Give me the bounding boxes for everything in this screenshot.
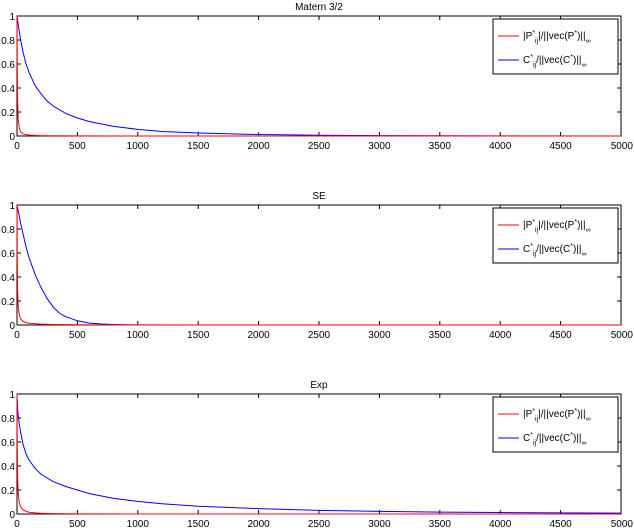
x-tick-label: 500	[69, 141, 86, 152]
x-tick-label: 0	[14, 141, 20, 152]
x-tick-label: 4000	[489, 141, 512, 152]
x-tick-label: 2500	[308, 330, 331, 341]
chart-panel: SE 0 500 1000 1500 2000 2500 3000 3500 4000 4500 50…	[1, 191, 633, 341]
x-tick-label: 3000	[368, 519, 391, 528]
y-tick-label: 0.6	[1, 60, 15, 71]
y-tick-label: 0.2	[1, 486, 15, 497]
legend-label: C*ij/||vec(C*)||∞	[523, 54, 587, 69]
y-tick-label: 0.8	[1, 414, 15, 425]
chart-panel: Matern 3/2 0 500 1000 1500 2000 2500 3000 3500 40…	[1, 2, 633, 152]
legend-label: C*ij/||vec(C*)||∞	[523, 243, 587, 258]
x-tick-label: 0	[14, 519, 20, 528]
x-tick-label: 5000	[611, 330, 634, 341]
x-tick-label: 2500	[308, 519, 331, 528]
x-tick-label: 500	[69, 330, 86, 341]
legend-box	[492, 207, 619, 264]
x-tick-label: 0	[14, 330, 20, 341]
y-tick-label: 0.8	[1, 225, 15, 236]
x-tick-label: 2000	[247, 141, 270, 152]
legend-box	[492, 396, 619, 453]
y-tick-label: 0.2	[1, 297, 15, 308]
chart-title: SE	[312, 191, 326, 202]
legend-label: C*ij/||vec(C*)||∞	[523, 432, 587, 447]
x-tick-label: 2000	[247, 330, 270, 341]
y-tick-label: 0.4	[1, 84, 15, 95]
x-tick-label: 4000	[489, 519, 512, 528]
x-tick-label: 5000	[611, 519, 634, 528]
x-tick-label: 2500	[308, 141, 331, 152]
y-tick-label: 0	[9, 132, 15, 143]
chart-title: Matern 3/2	[295, 2, 343, 13]
chart-panel: Exp 0 500 1000 1500 2000 2500 3000 3500 4000 4500 5…	[1, 380, 633, 528]
x-tick-label: 4500	[549, 141, 572, 152]
y-tick-label: 0	[9, 510, 15, 521]
series-line	[16, 15, 622, 137]
series-line	[16, 393, 622, 514]
y-tick-label: 0	[9, 321, 15, 332]
x-tick-label: 1000	[127, 519, 150, 528]
x-tick-label: 3500	[429, 330, 452, 341]
x-tick-label: 3000	[368, 141, 391, 152]
series-line	[16, 15, 621, 137]
x-tick-label: 3500	[429, 519, 452, 528]
x-tick-label: 500	[69, 519, 86, 528]
x-tick-label: 1500	[187, 330, 210, 341]
y-tick-label: 1	[9, 201, 15, 212]
x-tick-label: 3000	[368, 330, 391, 341]
x-tick-label: 1000	[127, 330, 150, 341]
x-tick-label: 4500	[549, 519, 572, 528]
series-line	[16, 204, 621, 326]
legend-box	[492, 18, 619, 75]
legend-label: |P*ij|/||vec(P*)||∞	[523, 219, 591, 234]
x-tick-label: 1000	[127, 141, 150, 152]
y-tick-label: 0.6	[1, 249, 15, 260]
x-tick-label: 1500	[187, 141, 210, 152]
series-line	[16, 393, 621, 515]
x-tick-label: 5000	[611, 141, 634, 152]
legend-label: |P*ij|/||vec(P*)||∞	[523, 30, 591, 45]
chart-title: Exp	[310, 380, 328, 391]
y-tick-label: 0.2	[1, 108, 15, 119]
y-tick-label: 1	[9, 390, 15, 401]
y-tick-label: 0.4	[1, 462, 15, 473]
legend: |P*ij|/||vec(P*)||∞ C*ij/||vec(C*)||∞	[492, 396, 619, 453]
legend-label: |P*ij|/||vec(P*)||∞	[523, 408, 591, 423]
y-tick-label: 0.4	[1, 273, 15, 284]
y-tick-label: 0.6	[1, 438, 15, 449]
x-tick-label: 3500	[429, 141, 452, 152]
legend: |P*ij|/||vec(P*)||∞ C*ij/||vec(C*)||∞	[492, 18, 619, 75]
x-tick-label: 4500	[549, 330, 572, 341]
x-tick-label: 1500	[187, 519, 210, 528]
x-tick-label: 4000	[489, 330, 512, 341]
y-tick-label: 1	[9, 12, 15, 23]
legend: |P*ij|/||vec(P*)||∞ C*ij/||vec(C*)||∞	[492, 207, 619, 264]
y-tick-label: 0.8	[1, 36, 15, 47]
x-tick-label: 2000	[247, 519, 270, 528]
